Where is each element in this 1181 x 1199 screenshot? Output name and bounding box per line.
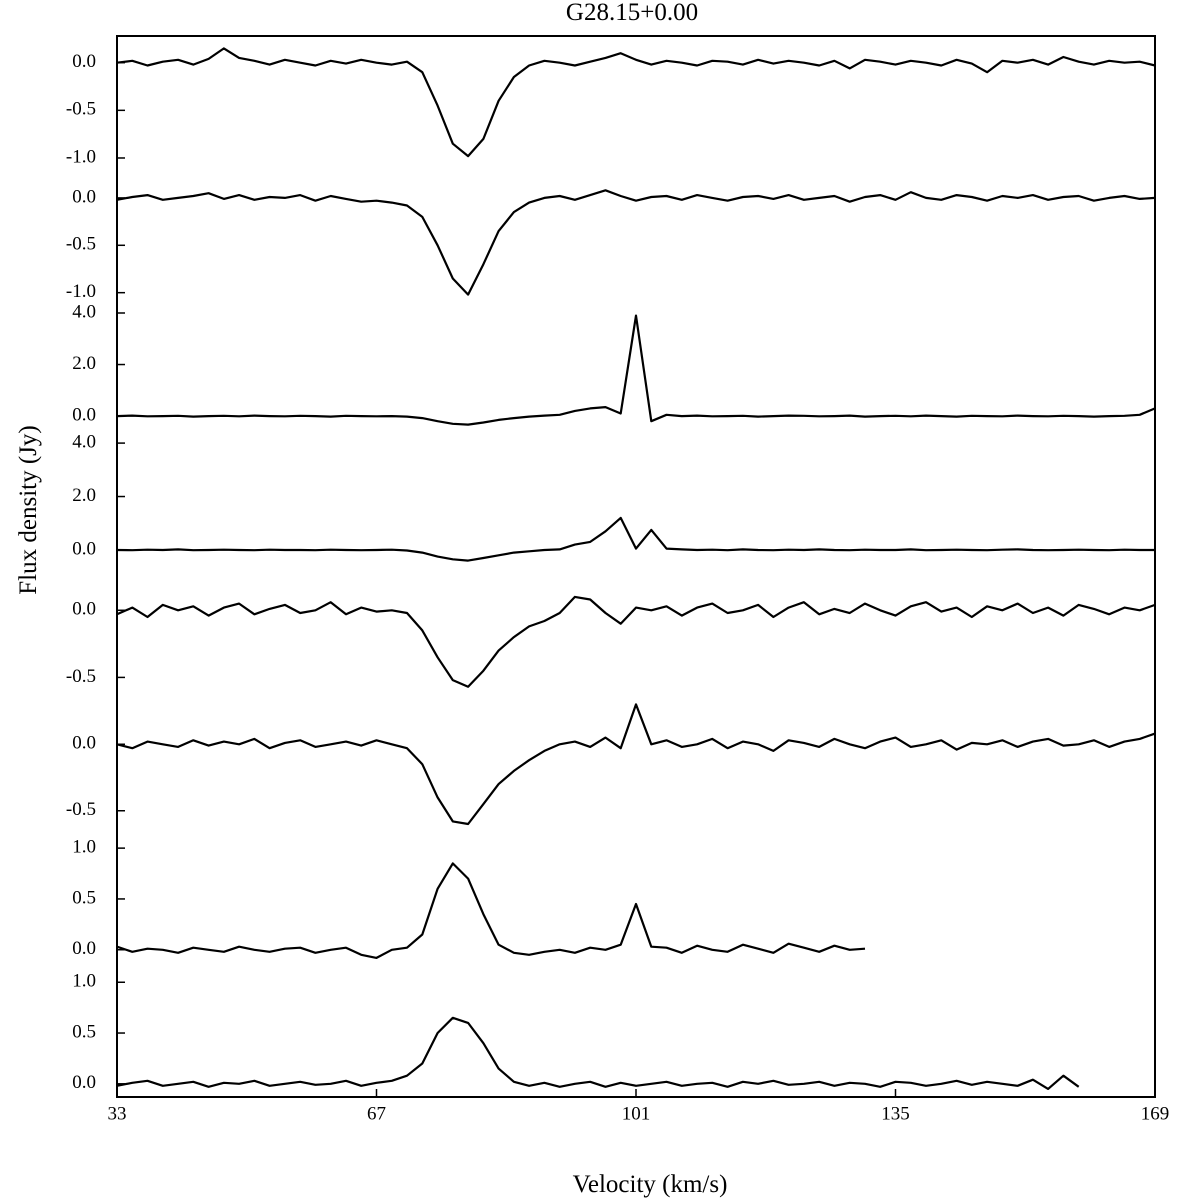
y-tick-label: 0.0 <box>72 51 96 72</box>
y-tick-label: 4.0 <box>72 301 96 322</box>
x-tick-label: 33 <box>108 1103 127 1124</box>
y-tick-label: 0.0 <box>72 404 96 425</box>
y-tick-label: -0.5 <box>66 666 96 687</box>
y-tick-label: -1.0 <box>66 146 96 167</box>
spectrum-line <box>116 47 1156 158</box>
y-tick-label: 0.0 <box>72 186 96 207</box>
y-tick-label: 0.5 <box>72 1021 96 1042</box>
y-tick-label: -1.0 <box>66 281 96 302</box>
x-tick-label: 135 <box>881 1103 910 1124</box>
y-axis-label: Flux density (Jy) <box>15 425 42 594</box>
x-tick-label: 101 <box>622 1103 651 1124</box>
y-tick-label: 0.5 <box>72 887 96 908</box>
y-tick-label: 0.0 <box>72 938 96 959</box>
chart-title: G28.15+0.00 <box>566 0 698 26</box>
y-tick-label: -0.5 <box>66 799 96 820</box>
y-tick-label: 0.0 <box>72 1072 96 1093</box>
spectrum-line <box>116 1016 1080 1090</box>
y-tick-label: 0.0 <box>72 733 96 754</box>
y-tick-label: 1.0 <box>72 836 96 857</box>
y-tick-label: 4.0 <box>72 431 96 452</box>
spectrum-line <box>116 703 1156 826</box>
y-tick-label: 1.0 <box>72 971 96 992</box>
spectrum-line <box>116 516 1155 562</box>
y-tick-label: 0.0 <box>72 599 96 620</box>
spectrum-line <box>116 189 1156 296</box>
spectrum-line <box>116 314 1156 426</box>
y-tick-label: -0.5 <box>66 234 96 255</box>
y-tick-label: -0.5 <box>66 99 96 120</box>
y-tick-label: 2.0 <box>72 485 96 506</box>
x-axis-label: Velocity (km/s) <box>573 1171 728 1198</box>
spectrum-line <box>116 595 1156 688</box>
y-tick-label: 0.0 <box>72 538 96 559</box>
x-tick-label: 67 <box>367 1103 386 1124</box>
plot-frame <box>116 35 1156 1098</box>
x-tick-label: 169 <box>1141 1103 1170 1124</box>
y-tick-label: 2.0 <box>72 353 96 374</box>
spectrum-line <box>116 862 866 959</box>
